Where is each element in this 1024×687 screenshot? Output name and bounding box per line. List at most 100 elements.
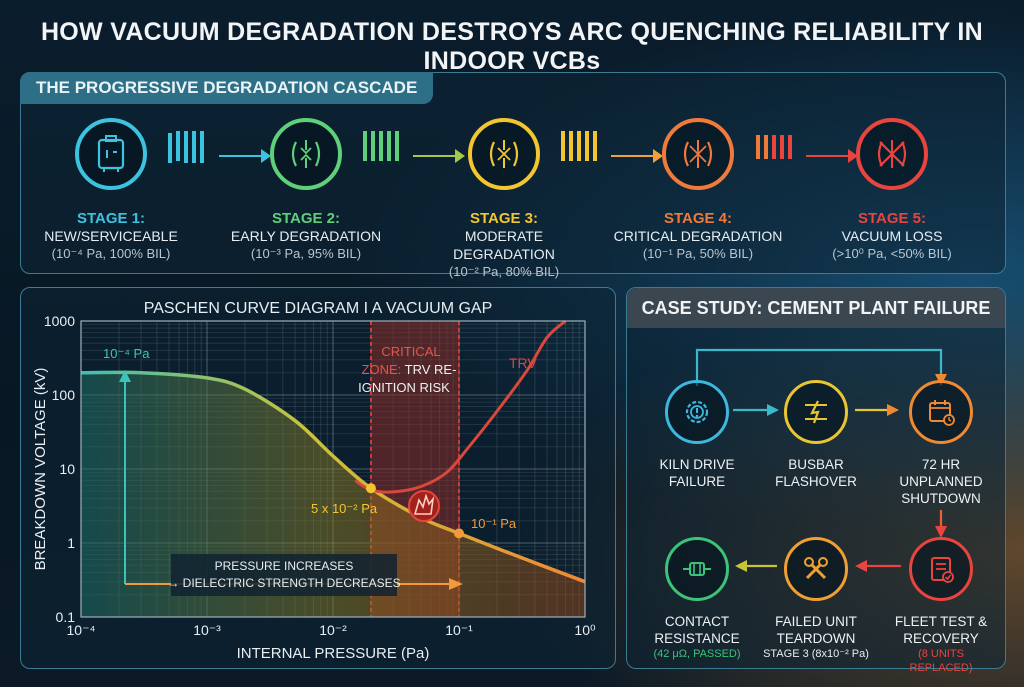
node-1-label: KILN DRIVE FAILURE xyxy=(642,456,752,490)
arrow-text-2: → DIELECTRIC STRENGTH DECREASES xyxy=(167,576,400,590)
node-contact-resistance: CONTACT RESISTANCE (42 μΩ, PASSED) xyxy=(642,537,752,661)
flashover-icon xyxy=(408,490,440,522)
checklist-icon xyxy=(909,537,973,601)
critical-label-2: ZONE: TRV RE- xyxy=(362,362,457,377)
curve-marker xyxy=(454,528,464,539)
critical-label-2a: ZONE: xyxy=(362,362,402,377)
node-2-line-2: FLASHOVER xyxy=(775,474,857,489)
flow-arrow-3-head xyxy=(935,526,947,538)
stage-2-params: (10⁻³ Pa, 95% BIL) xyxy=(250,246,362,261)
node-5-label: FAILED UNIT TEARDOWN xyxy=(761,613,871,647)
y-tick-label: 10 xyxy=(59,461,75,477)
stage-4-number: STAGE 4: xyxy=(663,210,733,227)
node-1-line-1: KILN DRIVE xyxy=(659,457,735,472)
node-4-line-2: RECOVERY xyxy=(903,631,979,646)
y-tick-label: 0.1 xyxy=(56,609,76,625)
cascade-arrow-1 xyxy=(219,149,271,163)
node-4-sub: (8 UNITS REPLACED) xyxy=(909,648,973,674)
x-tick-labels: 10⁻⁴ 10⁻³ 10⁻² 10⁻¹ 10⁰ xyxy=(67,622,596,638)
node-3-line-3: SHUTDOWN xyxy=(901,491,981,506)
stage-3-number: STAGE 3: xyxy=(469,210,539,227)
x-axis-label: INTERNAL PRESSURE (Pa) xyxy=(237,645,430,662)
node-3-line-2: UNPLANNED xyxy=(899,474,983,489)
node-6-label: CONTACT RESISTANCE xyxy=(642,613,752,647)
case-study-panel: CASE STUDY: CEMENT PLANT FAILURE KILN DR… xyxy=(626,287,1006,674)
signal-bars-1 xyxy=(168,131,204,163)
critical-label-2b: TRV RE- xyxy=(401,362,456,377)
case-header: CASE STUDY: CEMENT PLANT FAILURE xyxy=(627,288,1005,328)
stage-1-number: STAGE 1: xyxy=(76,210,146,227)
flow-arrow-2-head xyxy=(887,404,899,416)
node-3-label: 72 HR UNPLANNED SHUTDOWN xyxy=(886,456,996,507)
annotation-end: 10⁻¹ Pa xyxy=(471,516,517,531)
annotation-start: 10⁻⁴ Pa xyxy=(103,346,150,361)
cascade-arrow-3 xyxy=(611,149,663,163)
wrench-icon xyxy=(784,537,848,601)
node-1-line-2: FAILURE xyxy=(668,474,726,489)
flow-arrow-1-head xyxy=(767,404,779,416)
critical-label-1: CRITICAL xyxy=(381,344,440,359)
vertical-arrow-head xyxy=(119,370,131,382)
stage-5-params: (>10⁰ Pa, <50% BIL) xyxy=(832,246,952,261)
stage-2: STAGE 2: EARLY DEGRADATION (10⁻³ Pa, 95%… xyxy=(221,118,391,263)
paschen-chart-panel: PASCHEN CURVE DIAGRAM I A VACUUM GAP 10⁻… xyxy=(20,287,616,669)
node-72hr-shutdown: 72 HR UNPLANNED SHUTDOWN xyxy=(886,380,996,507)
node-5-sub: STAGE 3 (8x10⁻² Pa) xyxy=(763,648,869,660)
stage-5: STAGE 5: VACUUM LOSS (>10⁰ Pa, <50% BIL) xyxy=(807,118,977,263)
stage-4-params: (10⁻¹ Pa, 50% BIL) xyxy=(642,246,754,261)
signal-bars-2 xyxy=(363,131,399,161)
stage-4-desc: CRITICAL DEGRADATION xyxy=(613,228,783,244)
chart-title: PASCHEN CURVE DIAGRAM I A VACUUM GAP xyxy=(143,300,493,317)
node-busbar-flashover: BUSBAR FLASHOVER xyxy=(761,380,871,490)
stage-1-params: (10⁻⁴ Pa, 100% BIL) xyxy=(51,246,171,261)
degradation-cascade-panel: THE PROGRESSIVE DEGRADATION CASCADE STAG… xyxy=(20,72,1006,279)
x-tick-label: 10⁻¹ xyxy=(445,622,473,638)
node-6-line-1: CONTACT xyxy=(664,614,730,629)
y-tick-label: 100 xyxy=(52,387,76,403)
x-tick-label: 10⁻³ xyxy=(193,622,221,638)
paschen-chart: 10⁻⁴ 10⁻³ 10⁻² 10⁻¹ 10⁰ 0.1 1 10 100 1000 INTERN… xyxy=(32,313,596,662)
stage-3-desc: MODERATE DEGRADATION xyxy=(453,228,555,262)
node-6-line-2: RESISTANCE xyxy=(654,631,740,646)
node-2-label: BUSBAR FLASHOVER xyxy=(761,456,871,490)
y-tick-label: 1 xyxy=(67,535,75,551)
plot-frame xyxy=(80,320,586,618)
cascade-arrow-2 xyxy=(413,149,465,163)
y-tick-label: 1000 xyxy=(44,313,75,329)
horizontal-arrow-head xyxy=(449,578,463,590)
calendar-clock-icon xyxy=(909,380,973,444)
trv-label: TRV xyxy=(509,355,537,371)
y-axis-label: BREAKDOWN VOLTAGE (kV) xyxy=(32,368,49,571)
breakdown-voltage-curve xyxy=(80,370,586,584)
node-4-label: FLEET TEST & RECOVERY xyxy=(886,613,996,647)
arc-contacts-icon xyxy=(468,118,540,190)
flow-arrow-5-head xyxy=(735,560,747,572)
stage-2-number: STAGE 2: xyxy=(271,210,341,227)
curve-markers xyxy=(365,483,464,539)
resistor-icon xyxy=(665,537,729,601)
node-failed-unit-teardown: FAILED UNIT TEARDOWN STAGE 3 (8x10⁻² Pa) xyxy=(761,537,871,661)
failed-contacts-icon xyxy=(856,118,928,190)
signal-bars-4 xyxy=(756,131,792,159)
page-title: HOW VACUUM DEGRADATION DESTROYS ARC QUEN… xyxy=(40,18,984,75)
curve-marker xyxy=(365,483,376,494)
flow-arrow-4-head xyxy=(855,560,867,572)
arrow-text-1: PRESSURE INCREASES xyxy=(215,559,354,573)
cascade-header: THE PROGRESSIVE DEGRADATION CASCADE xyxy=(20,72,434,104)
stage-1-desc: NEW/SERVICEABLE xyxy=(44,228,178,244)
annotation-mid: 5 x 10⁻² Pa xyxy=(311,501,378,516)
arc-contacts-icon xyxy=(270,118,342,190)
node-fleet-test-recovery: FLEET TEST & RECOVERY (8 UNITS REPLACED) xyxy=(886,537,996,675)
stage-3: STAGE 3: MODERATE DEGRADATION (10⁻² Pa, … xyxy=(419,118,589,281)
node-5-line-1: FAILED UNIT xyxy=(775,614,857,629)
x-tick-label: 10⁻⁴ xyxy=(67,622,96,638)
stage-5-desc: VACUUM LOSS xyxy=(841,228,943,244)
stage-2-desc: EARLY DEGRADATION xyxy=(230,228,382,244)
node-4-line-1: FLEET TEST & xyxy=(894,614,988,629)
x-tick-label: 10⁻² xyxy=(319,622,347,638)
node-5-line-2: TEARDOWN xyxy=(776,631,856,646)
cascade-arrow-4 xyxy=(806,149,858,163)
arrow-text-box xyxy=(171,554,397,596)
node-6-sub: (42 μΩ, PASSED) xyxy=(653,648,741,660)
stage-1: STAGE 1: NEW/SERVICEABLE (10⁻⁴ Pa, 100% … xyxy=(26,118,196,263)
